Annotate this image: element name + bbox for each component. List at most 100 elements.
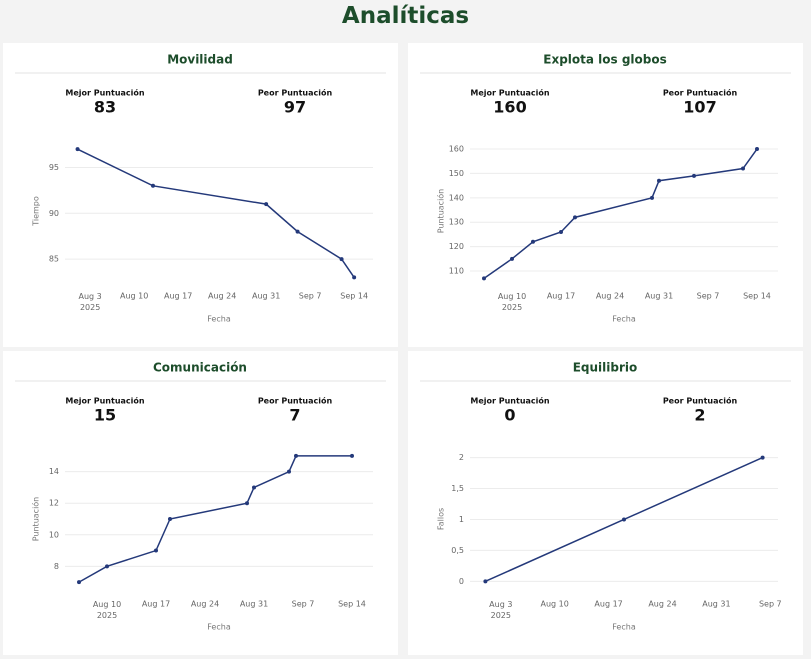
point — [760, 455, 765, 460]
stat-value: 0 — [504, 406, 515, 425]
x-axis-label: Fecha — [612, 315, 636, 324]
y-tick-label: 0 — [459, 577, 464, 586]
point — [77, 580, 81, 585]
point — [154, 548, 158, 553]
stat-value: 2 — [694, 406, 705, 425]
y-tick-label: 1 — [459, 515, 464, 524]
stat-label: Peor Puntuación — [663, 396, 738, 406]
y-tick-label: 140 — [449, 193, 464, 202]
point — [559, 229, 563, 234]
x-tick-label: Aug 17 — [164, 292, 192, 301]
x-tick-label: Aug 31 — [252, 292, 280, 301]
chart-title: Movilidad — [167, 53, 233, 67]
point — [650, 195, 654, 200]
x-tick-label: Aug 10 2025 — [93, 600, 121, 620]
stat-value: 97 — [284, 98, 306, 117]
x-tick-label: Aug 10 2025 — [498, 292, 526, 312]
stat-value: 160 — [493, 98, 526, 117]
x-tick-label: Aug 3 2025 — [489, 600, 512, 620]
x-tick-label: Sep 7 — [292, 600, 315, 609]
point — [264, 202, 269, 207]
point — [510, 256, 514, 261]
y-tick-label: 12 — [49, 499, 59, 508]
chart-title: Comunicación — [153, 361, 247, 375]
x-tick-label: Sep 7 — [697, 292, 720, 301]
y-tick-label: 95 — [49, 163, 59, 172]
y-axis-label: Fallos — [437, 508, 446, 530]
point — [75, 147, 80, 152]
point — [573, 215, 577, 220]
chart-card: Equilibrio Mejor Puntuación 0 Peor Puntuaci… — [408, 351, 803, 655]
x-tick-label: Sep 14 — [340, 292, 368, 301]
x-tick-label: Aug 10 — [120, 292, 148, 301]
x-tick-label: Aug 17 — [142, 600, 170, 609]
point — [352, 275, 357, 280]
stat-label: Mejor Puntuación — [470, 396, 550, 406]
stat-label: Mejor Puntuación — [470, 88, 550, 98]
x-axis-label: Fecha — [207, 315, 231, 324]
stat-value: 15 — [94, 406, 116, 425]
y-axis-label: Puntuación — [436, 189, 446, 234]
y-tick-label: 0,5 — [451, 546, 464, 555]
x-tick-label: Aug 17 — [594, 600, 622, 609]
point — [105, 564, 109, 569]
x-tick-label: Aug 3 2025 — [79, 292, 102, 312]
x-tick-label: Aug 31 — [645, 292, 673, 301]
point — [350, 453, 354, 458]
chart-title: Explota los globos — [543, 53, 667, 67]
x-tick-label: Aug 10 — [541, 600, 569, 609]
x-tick-label: Aug 24 — [648, 600, 676, 609]
point — [531, 239, 535, 244]
chart-card: Comunicación Mejor Puntuación 15 Peor Puntu… — [3, 351, 398, 655]
x-tick-label: Sep 7 — [299, 292, 322, 301]
stat-value: 83 — [94, 98, 116, 117]
line — [78, 455, 352, 583]
y-tick-label: 8 — [54, 562, 59, 571]
point — [168, 517, 172, 521]
x-tick-label: Aug 24 — [208, 292, 236, 301]
y-tick-label: 150 — [449, 169, 464, 178]
line — [77, 148, 355, 278]
y-tick-label: 130 — [449, 218, 464, 227]
y-tick-label: 1,5 — [451, 484, 464, 493]
x-tick-label: Aug 31 — [240, 600, 268, 609]
stat-label: Peor Puntuación — [258, 396, 333, 406]
chart-card: Movilidad Mejor Puntuación 83 Peor Puntuaci… — [3, 43, 398, 347]
point — [657, 178, 661, 183]
point — [245, 501, 249, 506]
y-axis-label: Puntuación — [31, 497, 41, 542]
x-axis-label: Fecha — [612, 623, 636, 632]
y-tick-label: 85 — [49, 255, 59, 264]
page-title: Analíticas — [341, 3, 470, 29]
y-tick-label: 2 — [459, 453, 464, 462]
point — [295, 229, 300, 234]
y-tick-label: 110 — [449, 267, 464, 276]
stat-value: 107 — [683, 98, 716, 117]
y-tick-label: 120 — [449, 242, 464, 251]
point — [622, 517, 626, 522]
point — [755, 147, 759, 152]
chart-title: Equilibrio — [573, 361, 638, 375]
y-tick-label: 14 — [49, 467, 59, 476]
x-tick-label: Aug 17 — [547, 292, 575, 301]
point — [482, 276, 486, 281]
x-tick-label: Aug 24 — [596, 292, 624, 301]
point — [151, 183, 155, 188]
point — [692, 173, 696, 178]
y-axis-label: Tiempo — [32, 196, 41, 227]
x-tick-label: Aug 31 — [702, 600, 730, 609]
x-tick-label: Sep 14 — [743, 292, 771, 301]
point — [294, 453, 298, 458]
chart-card: Explota los globos Mejor Puntuación 160 Peo… — [408, 43, 803, 347]
y-tick-label: 90 — [49, 209, 59, 218]
point — [287, 469, 291, 474]
point — [252, 485, 256, 490]
point — [483, 579, 488, 584]
stat-label: Peor Puntuación — [258, 88, 333, 98]
y-tick-label: 10 — [49, 530, 59, 539]
